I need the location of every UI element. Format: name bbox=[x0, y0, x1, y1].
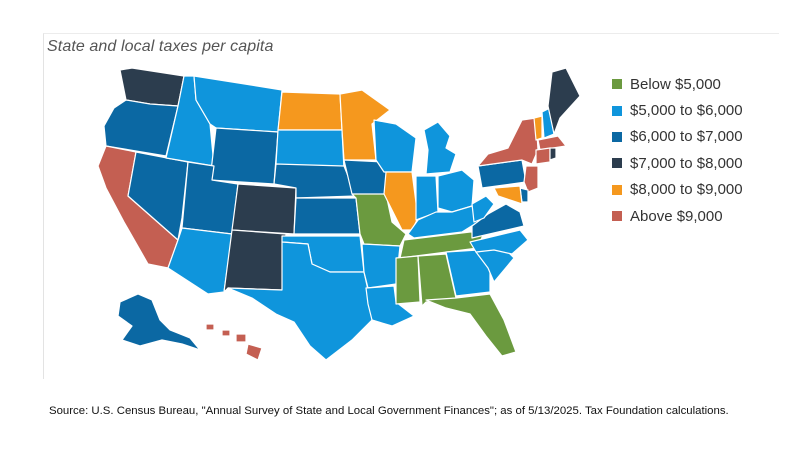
map-title: State and local taxes per capita bbox=[47, 38, 274, 55]
legend-swatch bbox=[612, 158, 622, 169]
state-wisconsin[interactable]: Wisconsin bbox=[373, 119, 417, 173]
state-north-carolina[interactable]: North Carolina bbox=[469, 229, 529, 255]
legend-swatch bbox=[612, 79, 622, 90]
legend-item: $5,000 to $6,000 bbox=[612, 97, 782, 123]
state-illinois[interactable]: Illinois bbox=[383, 171, 419, 231]
legend-swatch bbox=[612, 105, 622, 116]
state-maryland[interactable]: Maryland bbox=[493, 185, 523, 205]
state-hawaii[interactable]: Hawaii bbox=[205, 323, 263, 361]
legend-swatch bbox=[612, 211, 622, 222]
state-kansas[interactable]: Kansas bbox=[293, 197, 361, 235]
state-new-mexico[interactable]: New Mexico bbox=[223, 229, 287, 293]
state-new-jersey[interactable]: New Jersey bbox=[523, 165, 539, 193]
legend: Below $5,000 $5,000 to $6,000 $6,000 to $7… bbox=[612, 71, 782, 229]
source-note: Source: U.S. Census Bureau, "Annual Surv… bbox=[49, 405, 729, 417]
legend-item: $6,000 to $7,000 bbox=[612, 124, 782, 150]
state-ohio[interactable]: Ohio bbox=[437, 169, 475, 213]
state-georgia[interactable]: Georgia bbox=[445, 249, 491, 297]
legend-item: Below $5,000 bbox=[612, 71, 782, 97]
state-wyoming[interactable]: Wyoming bbox=[209, 127, 279, 185]
state-florida[interactable]: Florida bbox=[425, 293, 517, 357]
legend-swatch bbox=[612, 184, 622, 195]
state-alaska[interactable]: Alaska bbox=[117, 293, 201, 351]
state-minnesota[interactable]: Minnesota bbox=[339, 89, 391, 161]
state-maine[interactable]: Maine bbox=[547, 67, 581, 135]
state-texas[interactable]: Texas bbox=[227, 241, 373, 361]
state-massachusetts[interactable]: Massachusetts bbox=[537, 135, 567, 151]
state-colorado[interactable]: Colorado bbox=[231, 183, 297, 235]
state-arkansas[interactable]: Arkansas bbox=[361, 243, 401, 289]
state-rhode-island[interactable]: Rhode Island bbox=[549, 147, 557, 161]
legend-swatch bbox=[612, 131, 622, 142]
state-virginia[interactable]: Virginia bbox=[471, 203, 525, 239]
legend-item: $7,000 to $8,000 bbox=[612, 150, 782, 176]
state-north-dakota[interactable]: North Dakota bbox=[277, 91, 343, 131]
legend-label: $8,000 to $9,000 bbox=[630, 181, 743, 199]
legend-label: $5,000 to $6,000 bbox=[630, 102, 743, 120]
state-vermont[interactable]: Vermont bbox=[533, 115, 543, 141]
legend-label: Above $9,000 bbox=[630, 207, 723, 225]
legend-label: $7,000 to $8,000 bbox=[630, 154, 743, 172]
state-west-virginia[interactable]: West Virginia bbox=[471, 195, 495, 223]
legend-label: $6,000 to $7,000 bbox=[630, 128, 743, 146]
state-michigan[interactable]: Michigan bbox=[423, 121, 457, 175]
state-louisiana[interactable]: Louisiana bbox=[365, 285, 415, 327]
legend-label: Below $5,000 bbox=[630, 75, 721, 93]
state-connecticut[interactable]: Connecticut bbox=[535, 147, 551, 165]
state-mississippi[interactable]: Mississippi bbox=[395, 255, 421, 305]
legend-item: Above $9,000 bbox=[612, 203, 782, 229]
legend-item: $8,000 to $9,000 bbox=[612, 177, 782, 203]
state-new-york[interactable]: New York bbox=[477, 117, 539, 167]
